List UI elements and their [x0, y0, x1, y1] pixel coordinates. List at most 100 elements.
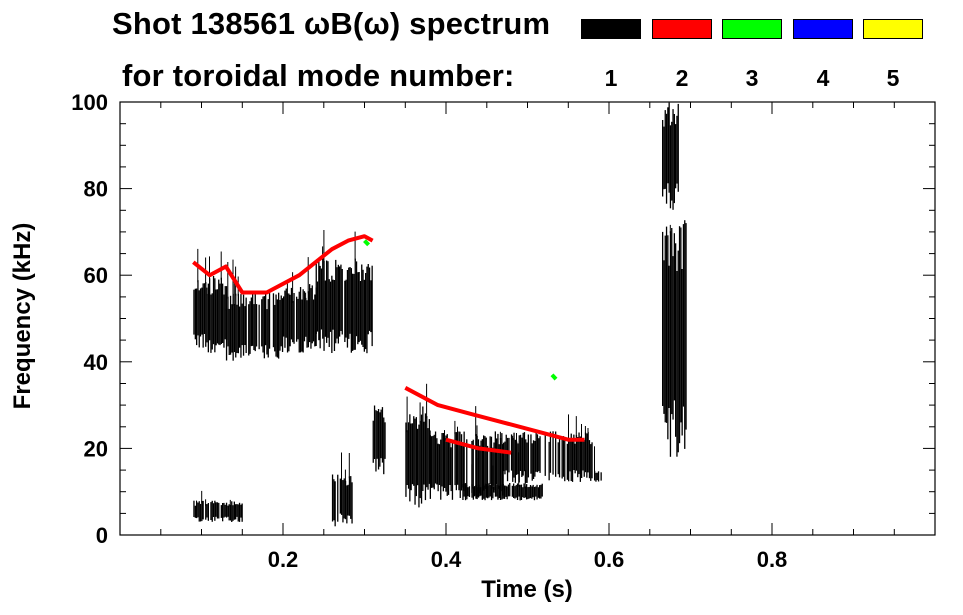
spectrum-stripe — [289, 294, 291, 347]
spectrum-stripe — [372, 420, 374, 463]
spectrum-spike — [454, 420, 456, 435]
spectrum-stripe — [225, 308, 228, 361]
spectrum-stripe — [253, 304, 255, 350]
spectrum-stripe — [671, 121, 673, 201]
spectrum-spike — [438, 444, 440, 447]
spectrum-stripe — [504, 441, 506, 475]
spectrum-spike — [594, 446, 595, 473]
y-tick-label: 20 — [84, 436, 108, 461]
spectrum-stripe — [525, 439, 527, 483]
spectrum-stripe — [675, 124, 677, 189]
spectrum-stripe — [335, 259, 337, 344]
spectrum-stripe — [492, 486, 494, 499]
spectrum-stripe — [420, 414, 423, 504]
spectrum-stripe — [441, 433, 443, 487]
spectrum-stripe — [522, 432, 524, 476]
spectrum-spike — [344, 469, 346, 483]
spectrum-stripe — [238, 502, 241, 522]
spectrum-stripe — [571, 440, 574, 482]
spectrum-stripe — [415, 417, 417, 497]
legend-label-4: 4 — [816, 65, 830, 91]
spectrum-stripe — [409, 414, 411, 502]
spectrum-spike — [206, 287, 208, 296]
spectrum-stripe — [586, 433, 588, 478]
spectrum-stripe — [205, 504, 207, 520]
x-tick-label: 0.6 — [594, 547, 625, 572]
spectrum-stripe — [678, 226, 681, 444]
spectrum-stripe — [584, 432, 587, 473]
spectrum-stripe — [301, 299, 303, 352]
spectrum-stripe — [219, 283, 221, 346]
spectrum-stripe — [505, 485, 507, 497]
spectrum-stripe — [340, 264, 342, 331]
spectrum-stripe — [194, 288, 196, 340]
spectrum-stripe — [578, 432, 580, 475]
spectrum-stripe — [594, 470, 596, 481]
spectrum-stripe — [467, 487, 469, 497]
spectrum-stripe — [527, 487, 529, 500]
spectrum-stripe — [672, 109, 674, 210]
spectrum-stripe — [211, 293, 213, 350]
spectrum-stripe — [363, 279, 365, 352]
spectrum-spike — [499, 431, 501, 440]
spectrum-stripe — [266, 309, 268, 355]
spectrum-stripe — [193, 500, 195, 517]
spectrum-stripe — [680, 227, 682, 423]
spectrum-stripe — [220, 277, 222, 344]
spectrum-stripe — [533, 486, 536, 501]
spectrum-stripe — [506, 486, 508, 500]
spectrum-stripe — [272, 293, 275, 348]
spectrum-stripe — [206, 293, 208, 343]
spectrum-stripe — [331, 275, 333, 353]
spectrum-spike — [229, 499, 231, 507]
spectrum-stripe — [348, 476, 351, 516]
series-n1-region-1 — [193, 248, 228, 353]
spectrum-stripe — [497, 433, 499, 500]
spectrum-stripe — [475, 434, 477, 496]
spectrum-stripe — [327, 261, 329, 338]
y-tick-label: 0 — [96, 523, 108, 548]
spectrum-stripe — [375, 410, 377, 472]
spectrum-stripe — [466, 484, 468, 500]
spectrum-stripe — [671, 228, 673, 415]
spectrum-stripe — [532, 440, 535, 479]
spectrum-spike — [323, 230, 325, 263]
spectrum-stripe — [528, 486, 530, 499]
spectrum-stripe — [508, 437, 510, 473]
spectrum-stripe — [309, 284, 311, 343]
spectrum-stripe — [506, 437, 509, 482]
spectrum-stripe — [487, 485, 489, 499]
spectrum-stripe — [199, 288, 202, 337]
spectrum-stripe — [333, 280, 336, 351]
chart-title-line-2: for toroidal mode number: — [122, 58, 515, 93]
spectrum-stripe — [428, 419, 430, 484]
spectrum-stripe — [502, 483, 504, 499]
spectrum-stripe — [516, 441, 518, 475]
spectrum-stripe — [346, 270, 349, 348]
spectrum-stripe — [485, 483, 487, 498]
spectrum-stripe — [544, 433, 546, 476]
spectrum-stripe — [466, 439, 468, 497]
spectrum-stripe — [350, 268, 352, 353]
spectrum-stripe — [591, 442, 593, 479]
spectrum-stripe — [497, 485, 499, 499]
spectrum-stripe — [458, 431, 460, 491]
spectrum-spike — [584, 426, 586, 435]
spectrum-stripe — [365, 273, 367, 350]
spectrum-stripe — [513, 432, 515, 478]
spectrum-stripe — [370, 280, 372, 333]
spectrum-stripe — [368, 267, 371, 331]
spectrum-stripe — [215, 289, 217, 346]
spectrum-stripe — [384, 422, 386, 459]
spectrum-stripe — [518, 484, 520, 497]
spectrum-stripe — [299, 287, 302, 353]
spectrum-stripe — [677, 250, 679, 453]
spectrum-stripe — [481, 487, 484, 500]
spectrum-stripe — [201, 287, 203, 335]
spectrum-stripe — [675, 243, 677, 437]
spectrum-spike — [516, 433, 517, 444]
spectrum-stripe — [231, 501, 233, 522]
spectrum-stripe — [326, 260, 328, 343]
spectrum-stripe — [310, 288, 312, 349]
spectrum-stripe — [479, 487, 481, 497]
